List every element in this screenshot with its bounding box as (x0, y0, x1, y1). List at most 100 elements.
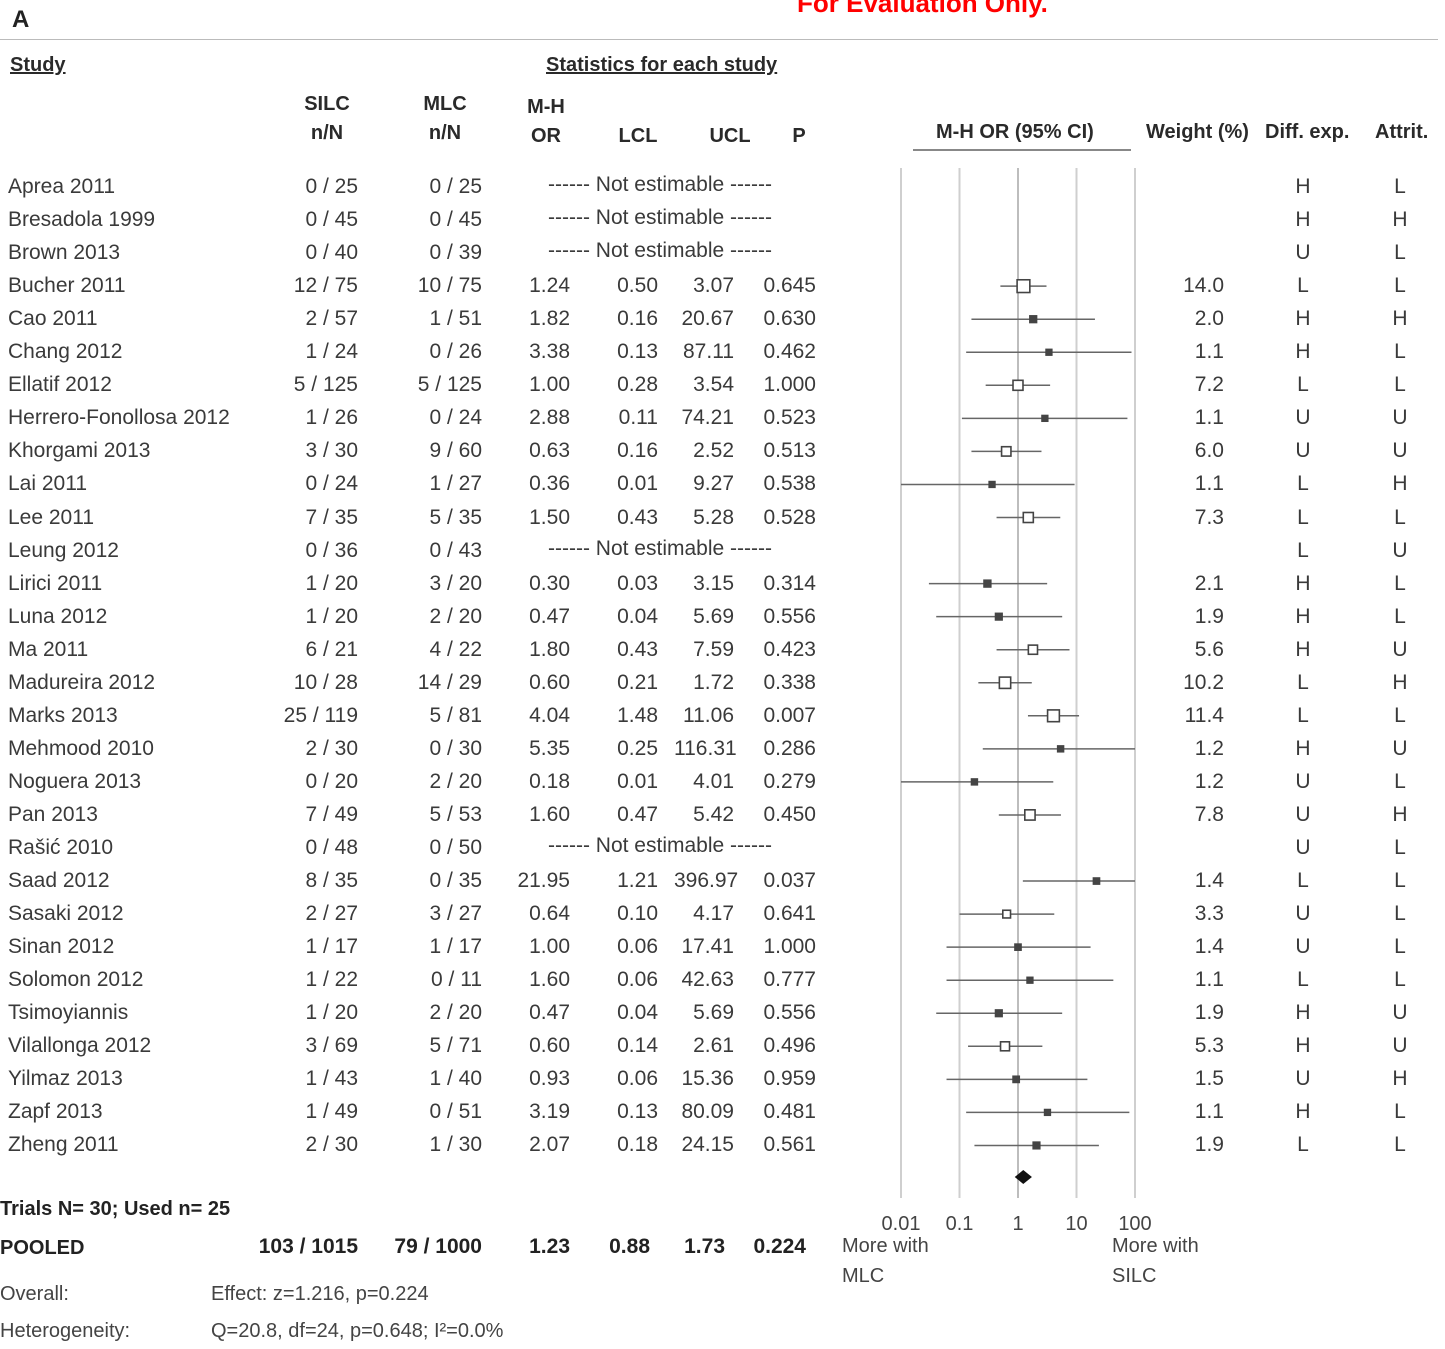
lcl-value: 0.16 (617, 439, 658, 463)
diff-exp-value: H (1295, 340, 1311, 364)
not-estimable-note: ------ Not estimable ------ (548, 206, 772, 230)
or-value: 2.07 (529, 1133, 570, 1157)
lcl-value: 0.16 (617, 307, 658, 331)
or-value: 0.30 (529, 571, 570, 595)
diff-exp-value: L (1297, 505, 1309, 529)
p-value: 0.338 (763, 670, 816, 694)
weight-value: 7.3 (1194, 505, 1224, 529)
attrition-value: U (1392, 1001, 1408, 1025)
study-name: Ellatif 2012 (8, 373, 112, 397)
panel-label: A (12, 6, 30, 33)
diff-exp-value: H (1295, 637, 1311, 661)
attrition-value: L (1394, 571, 1406, 595)
ucl-value: 2.61 (693, 1034, 734, 1058)
point-estimate-marker (1000, 445, 1012, 457)
weight-value: 1.1 (1194, 472, 1224, 496)
study-name: Ma 2011 (8, 637, 89, 661)
mlc-events: 0 / 50 (429, 836, 482, 859)
point-estimate-marker (1029, 315, 1038, 324)
weight-value: 2.0 (1194, 307, 1224, 331)
mlc-events: 1 / 27 (429, 472, 482, 496)
silc-events: 1 / 20 (305, 571, 358, 595)
attrition-value: L (1394, 769, 1406, 793)
attrition-value: L (1394, 340, 1406, 364)
lcl-value: 0.10 (617, 902, 658, 926)
or-value: 1.50 (529, 505, 570, 529)
point-estimate-marker (994, 1009, 1003, 1018)
attrition-value: U (1392, 736, 1408, 760)
study-name: Luna 2012 (8, 604, 108, 628)
attrition-value: L (1394, 869, 1406, 893)
or-value: 1.24 (529, 274, 570, 298)
ucl-value: 3.07 (693, 274, 734, 298)
mlc-events: 2 / 20 (429, 1001, 482, 1025)
p-value: 0.513 (763, 439, 816, 463)
silc-nn-header: n/N (310, 122, 344, 144)
or-value: 1.00 (529, 935, 570, 959)
diff-exp-value: H (1295, 571, 1311, 595)
mlc-events: 4 / 22 (429, 637, 482, 661)
diff-exp-value: H (1295, 604, 1311, 628)
attrition-value: U (1392, 1034, 1408, 1058)
diff-exp-value: L (1297, 869, 1309, 893)
weight-value: 5.6 (1194, 637, 1224, 661)
silc-header: SILC (304, 93, 350, 115)
p-value: 0.423 (763, 637, 816, 661)
ucl-value: 24.15 (681, 1133, 734, 1157)
p-value: 0.538 (763, 472, 816, 496)
p-value: 1.000 (763, 373, 816, 397)
mlc-events: 3 / 20 (429, 571, 482, 595)
silc-events: 2 / 27 (305, 902, 358, 926)
ucl-value: 15.36 (681, 1067, 734, 1091)
silc-events: 1 / 22 (305, 968, 358, 992)
p-value: 0.556 (763, 604, 816, 628)
silc-events: 6 / 21 (305, 637, 358, 661)
pooled-silc: 103 / 1015 (258, 1235, 358, 1258)
or-value: 1.80 (529, 637, 570, 661)
lcl-value: 0.50 (617, 274, 658, 298)
p-value: 1.000 (763, 935, 816, 959)
p-value: 0.959 (763, 1067, 816, 1091)
overall-value: Effect: z=1.216, p=0.224 (211, 1283, 429, 1305)
weight-header: Weight (%) (1146, 121, 1249, 143)
weight-value: 7.2 (1194, 373, 1224, 397)
attrition-value: H (1392, 1067, 1408, 1091)
diff-exp-value: L (1297, 1133, 1309, 1157)
diff-exp-value: L (1297, 538, 1309, 562)
point-estimate-marker (1022, 511, 1035, 524)
ucl-value: 5.28 (693, 505, 734, 529)
point-estimate-marker (1024, 809, 1036, 821)
point-estimate-marker (994, 612, 1003, 621)
mlc-events: 0 / 30 (429, 736, 482, 760)
lcl-value: 0.01 (617, 769, 658, 793)
lcl-value: 0.03 (617, 571, 658, 595)
attrition-value: H (1392, 472, 1408, 496)
ucl-value: 42.63 (681, 968, 734, 992)
silc-events: 3 / 69 (305, 1034, 358, 1058)
point-estimate-marker (1026, 976, 1034, 984)
point-estimate-marker (1043, 1108, 1052, 1117)
p-value: 0.556 (763, 1001, 816, 1025)
point-estimate-marker (1045, 348, 1053, 356)
trials-count: Trials N= 30; Used n= 25 (0, 1198, 231, 1220)
weight-value: 2.1 (1194, 571, 1224, 595)
silc-events: 2 / 30 (305, 1133, 358, 1157)
lcl-value: 0.43 (617, 637, 658, 661)
p-value: 0.462 (763, 340, 816, 364)
silc-events: 0 / 24 (305, 472, 358, 496)
mlc-events: 0 / 35 (429, 869, 482, 893)
mlc-events: 0 / 39 (429, 241, 482, 265)
weight-value: 5.3 (1194, 1034, 1224, 1058)
or-value: 0.36 (529, 472, 570, 496)
attrition-value: L (1394, 373, 1406, 397)
mlc-events: 0 / 45 (429, 208, 482, 232)
study-name: Zheng 2011 (8, 1133, 119, 1157)
silc-events: 0 / 48 (305, 836, 358, 859)
pooled-lcl: 0.88 (609, 1235, 650, 1258)
lcl-value: 0.18 (617, 1133, 658, 1157)
point-estimate-marker (998, 676, 1012, 690)
lcl-value: 0.13 (617, 1100, 658, 1124)
axis-right-label-line2: SILC (1112, 1265, 1157, 1287)
silc-events: 25 / 119 (283, 703, 358, 727)
ci-header-underline (913, 149, 1131, 151)
